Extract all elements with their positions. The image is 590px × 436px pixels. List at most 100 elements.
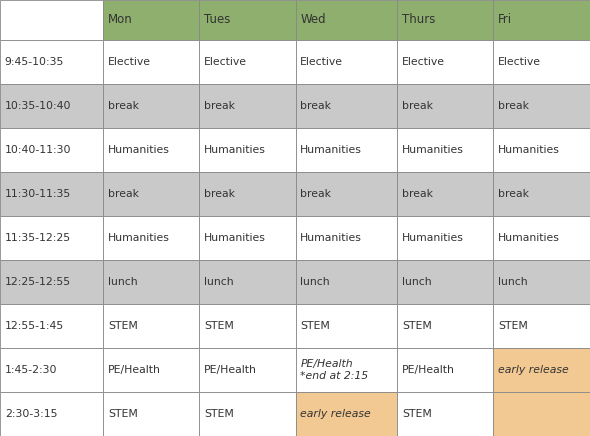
Bar [199, 172, 296, 216]
Bar [397, 84, 493, 128]
Bar [103, 348, 199, 392]
Bar [296, 0, 397, 40]
Bar [493, 260, 590, 304]
Bar [296, 172, 397, 216]
Bar [0, 128, 103, 172]
Bar [0, 0, 103, 40]
Bar [296, 128, 397, 172]
Bar [397, 0, 493, 40]
Text: PE/Health: PE/Health [402, 365, 455, 375]
Bar [493, 40, 590, 84]
Bar [493, 216, 590, 260]
Text: lunch: lunch [204, 277, 234, 287]
Text: Humanities: Humanities [402, 145, 464, 155]
Text: lunch: lunch [498, 277, 527, 287]
Bar [397, 40, 493, 84]
Bar [103, 40, 199, 84]
Bar [103, 260, 199, 304]
Text: STEM: STEM [204, 321, 234, 331]
Text: break: break [204, 189, 235, 199]
Text: break: break [108, 101, 139, 111]
Text: lunch: lunch [300, 277, 330, 287]
Bar [103, 216, 199, 260]
Bar [493, 128, 590, 172]
Bar [103, 172, 199, 216]
Bar [493, 0, 590, 40]
Bar [199, 40, 296, 84]
Bar [0, 40, 103, 84]
Bar [0, 260, 103, 304]
Bar [397, 216, 493, 260]
Text: Mon: Mon [108, 14, 133, 26]
Text: 1:45-2:30: 1:45-2:30 [5, 365, 57, 375]
Bar [199, 128, 296, 172]
Bar [199, 84, 296, 128]
Text: break: break [108, 189, 139, 199]
Text: lunch: lunch [108, 277, 137, 287]
Text: early release: early release [300, 409, 371, 419]
Text: Elective: Elective [300, 57, 343, 67]
Text: Humanities: Humanities [108, 145, 170, 155]
Text: Humanities: Humanities [402, 233, 464, 243]
Text: STEM: STEM [108, 409, 138, 419]
Text: 12:55-1:45: 12:55-1:45 [5, 321, 64, 331]
Text: break: break [300, 101, 332, 111]
Bar [0, 216, 103, 260]
Text: STEM: STEM [204, 409, 234, 419]
Bar [397, 304, 493, 348]
Text: Elective: Elective [204, 57, 247, 67]
Text: 12:25-12:55: 12:25-12:55 [5, 277, 71, 287]
Text: STEM: STEM [402, 321, 432, 331]
Bar [296, 216, 397, 260]
Text: lunch: lunch [402, 277, 431, 287]
Bar [493, 172, 590, 216]
Text: Humanities: Humanities [204, 145, 266, 155]
Text: Elective: Elective [108, 57, 151, 67]
Text: Humanities: Humanities [498, 145, 560, 155]
Bar [199, 304, 296, 348]
Bar [199, 392, 296, 436]
Text: break: break [498, 101, 529, 111]
Text: 11:35-12:25: 11:35-12:25 [5, 233, 71, 243]
Text: 10:35-10:40: 10:35-10:40 [5, 101, 71, 111]
Text: Wed: Wed [300, 14, 326, 26]
Text: STEM: STEM [402, 409, 432, 419]
Text: 2:30-3:15: 2:30-3:15 [5, 409, 57, 419]
Text: 10:40-11:30: 10:40-11:30 [5, 145, 71, 155]
Bar [397, 260, 493, 304]
Text: 9:45-10:35: 9:45-10:35 [5, 57, 64, 67]
Text: STEM: STEM [300, 321, 330, 331]
Bar [493, 84, 590, 128]
Bar [0, 304, 103, 348]
Bar [296, 84, 397, 128]
Text: early release: early release [498, 365, 569, 375]
Bar [199, 0, 296, 40]
Bar [199, 216, 296, 260]
Text: 11:30-11:35: 11:30-11:35 [5, 189, 71, 199]
Text: break: break [402, 189, 433, 199]
Bar [0, 392, 103, 436]
Text: Elective: Elective [498, 57, 541, 67]
Bar [296, 392, 397, 436]
Bar [103, 0, 199, 40]
Bar [493, 348, 590, 392]
Bar [493, 392, 590, 436]
Bar [296, 40, 397, 84]
Bar [493, 304, 590, 348]
Bar [103, 128, 199, 172]
Text: PE/Health
*end at 2:15: PE/Health *end at 2:15 [300, 359, 368, 381]
Bar [296, 304, 397, 348]
Bar [0, 84, 103, 128]
Text: Humanities: Humanities [498, 233, 560, 243]
Bar [397, 128, 493, 172]
Text: STEM: STEM [108, 321, 138, 331]
Text: break: break [402, 101, 433, 111]
Bar [103, 304, 199, 348]
Text: STEM: STEM [498, 321, 528, 331]
Text: break: break [498, 189, 529, 199]
Bar [296, 260, 397, 304]
Text: Humanities: Humanities [108, 233, 170, 243]
Bar [103, 84, 199, 128]
Text: Thurs: Thurs [402, 14, 435, 26]
Bar [296, 348, 397, 392]
